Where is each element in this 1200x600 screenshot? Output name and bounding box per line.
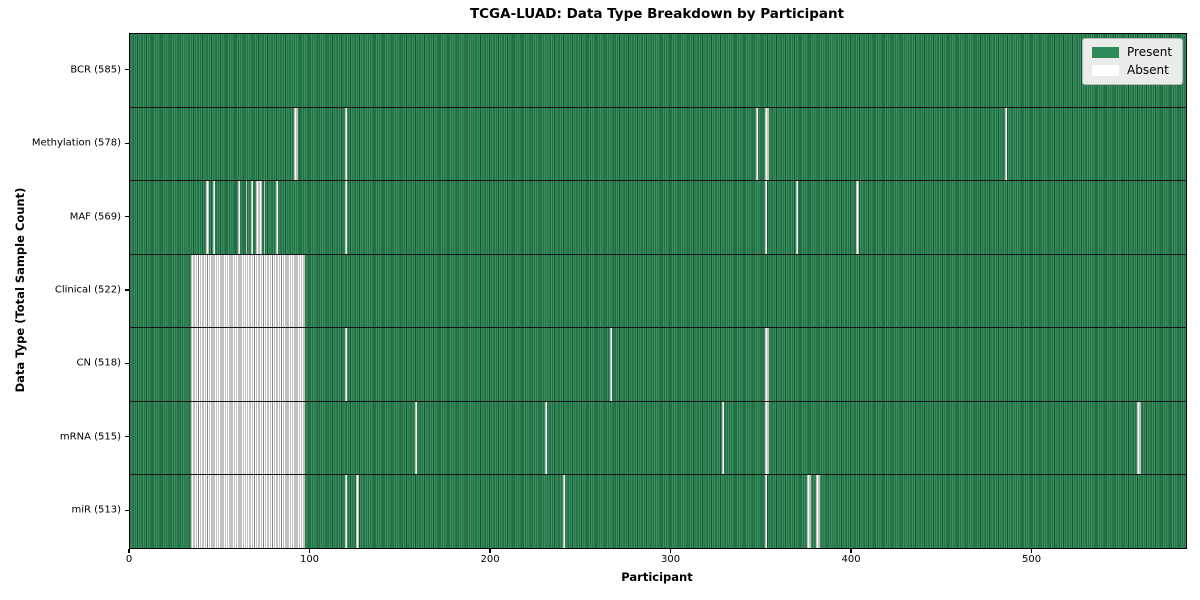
y-tick-mark: [125, 436, 129, 438]
absent-block: [855, 181, 860, 254]
absent-block: [722, 401, 724, 475]
absent-block: [191, 254, 306, 328]
absent-block: [610, 328, 612, 401]
x-tick-mark: [489, 548, 491, 553]
absent-block: [191, 475, 306, 549]
absent-block: [415, 401, 417, 475]
absent-block: [355, 475, 360, 549]
y-tick-mark: [125, 362, 129, 365]
x-tick-mark: [128, 548, 130, 553]
y-tick-mark: [125, 142, 129, 144]
x-tick-label-0: 0: [125, 554, 133, 565]
absent-block: [344, 475, 347, 549]
y-tick-mark: [125, 215, 129, 218]
heatmap-row-mir: [130, 475, 1186, 549]
x-tick-label-400: 400: [841, 554, 861, 565]
y-axis-ticks: BCR (585) Methylation (578) MAF (569) Clini…: [0, 33, 129, 547]
heatmap-row-methylation: [130, 107, 1186, 182]
legend-absent-swatch-icon: [1092, 64, 1119, 76]
legend-item-present: Present: [1092, 46, 1172, 58]
absent-block: [238, 181, 241, 254]
absent-block: [205, 181, 210, 254]
y-tick-label-mrna: mRNA (515): [59, 431, 121, 443]
absent-block: [1005, 107, 1008, 181]
x-axis-label: Participant: [621, 570, 693, 584]
y-tick-mark: [125, 69, 129, 71]
legend-present-swatch-icon: [1092, 46, 1119, 58]
x-tick-mark: [308, 548, 311, 553]
heatmap-row-maf: [130, 181, 1186, 255]
chart-title: TCGA-LUAD: Data Type Breakdown by Partic…: [469, 6, 845, 22]
absent-block: [765, 181, 768, 254]
absent-block: [765, 328, 769, 401]
absent-block: [765, 401, 769, 475]
absent-block: [245, 181, 248, 254]
legend-item-absent: Absent: [1092, 64, 1172, 76]
y-tick-mark: [125, 289, 129, 291]
heatmap-row-cn: [130, 328, 1186, 402]
absent-block: [263, 181, 266, 254]
absent-block: [294, 107, 298, 181]
x-tick-label-100: 100: [299, 554, 320, 565]
heatmap-row-mrna: [130, 401, 1186, 476]
x-tick-label-200: 200: [480, 554, 500, 565]
absent-block: [545, 401, 547, 475]
absent-block: [191, 328, 306, 401]
x-tick-label-500: 500: [1022, 554, 1042, 565]
y-tick-label-clinical: Clinical (522): [54, 284, 121, 296]
y-tick-label-maf: MAF (569): [69, 211, 121, 223]
absent-block: [756, 107, 759, 181]
absent-block: [191, 401, 306, 475]
absent-block: [765, 107, 769, 181]
legend-absent-label: Absent: [1127, 63, 1169, 77]
y-tick-label-methylation: Methylation (578): [31, 137, 121, 149]
absent-block: [563, 475, 566, 549]
absent-block: [344, 328, 347, 401]
absent-block: [796, 181, 798, 254]
x-tick-label-300: 300: [660, 554, 681, 565]
absent-block: [276, 181, 278, 254]
legend-present-label: Present: [1127, 45, 1173, 59]
x-tick-mark: [1030, 548, 1033, 553]
absent-block: [806, 475, 811, 549]
absent-block: [765, 475, 768, 549]
heatmap-row-clinical: [130, 254, 1186, 329]
y-tick-mark: [125, 509, 129, 511]
absent-block: [213, 181, 215, 254]
absent-block: [256, 181, 262, 254]
legend: Present Absent: [1082, 38, 1184, 85]
absent-block: [815, 475, 820, 549]
y-tick-label-bcr: BCR (585): [70, 64, 121, 76]
absent-block: [250, 181, 253, 254]
y-tick-label-cn: CN (518): [76, 357, 121, 369]
absent-block: [344, 181, 347, 254]
y-tick-label-mir: miR (513): [71, 504, 121, 516]
x-tick-mark: [850, 548, 852, 553]
heatmap-row-bcr: [130, 34, 1186, 108]
absent-block: [344, 107, 347, 181]
x-axis-ticks: 0 100 200 300 400 500: [125, 547, 1185, 571]
absent-block: [1137, 401, 1141, 475]
heatmap-plot: [129, 33, 1187, 549]
x-tick-mark: [669, 548, 672, 553]
